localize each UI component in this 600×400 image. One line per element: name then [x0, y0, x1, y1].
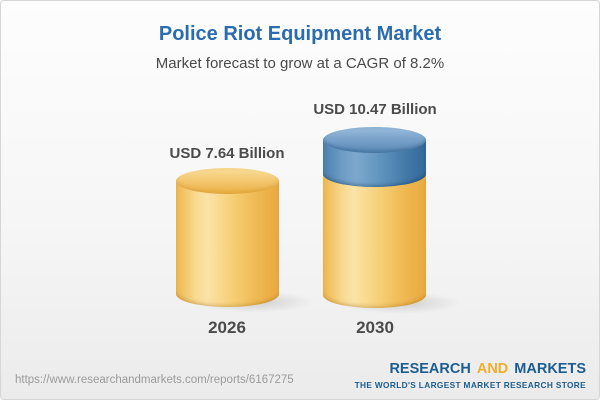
x-axis-label-2026: 2026	[208, 318, 246, 337]
cylinder-cap-blue	[323, 127, 426, 153]
logo-word-research: RESEARCH	[389, 361, 471, 377]
logo-tagline: THE WORLD'S LARGEST MARKET RESEARCH STOR…	[354, 380, 586, 390]
page-title: Police Riot Equipment Market	[158, 23, 442, 45]
logo-wordmark: RESEARCH AND MARKETS	[355, 361, 586, 378]
chart-subtitle: Market forecast to grow at a CAGR of 8.2…	[155, 55, 445, 72]
cylinder-cap-yellow	[176, 168, 279, 194]
logo-word-and: AND	[476, 361, 509, 377]
cylinder-bar-2030	[323, 127, 461, 314]
bar-value-2030: USD 10.47 Billion	[313, 101, 437, 118]
cylinder-body-yellow	[176, 181, 279, 307]
bar-value-2026: USD 7.64 Billion	[169, 145, 285, 162]
cylinder-growth-segment	[323, 127, 426, 187]
research-and-markets-logo: RESEARCH AND MARKETS THE WORLD'S LARGEST…	[355, 361, 586, 390]
report-url: https://www.researchandmarkets.com/repor…	[15, 374, 294, 386]
x-axis-label-2030: 2030	[356, 318, 394, 337]
logo-word-markets: MARKETS	[514, 361, 586, 377]
cylinder-bar-2026	[176, 168, 314, 313]
